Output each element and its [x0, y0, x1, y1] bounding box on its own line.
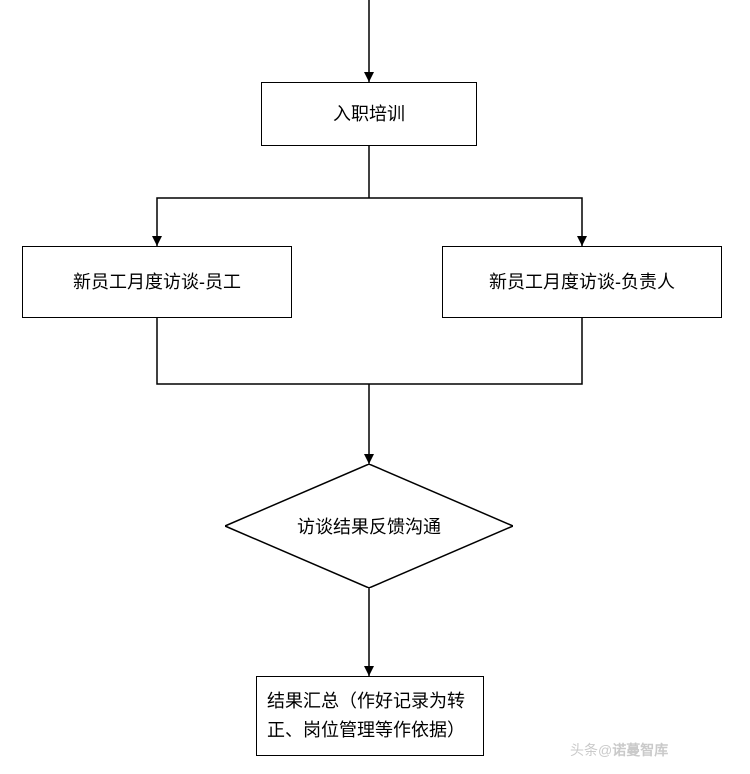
node-onboarding-training: 入职培训	[261, 82, 477, 146]
flowchart-canvas: 入职培训 新员工月度访谈-员工 新员工月度访谈-负责人 访谈结果反馈沟通 结果汇…	[0, 0, 750, 774]
node-label: 入职培训	[333, 100, 405, 129]
node-result-summary: 结果汇总（作好记录为转正、岗位管理等作依据）	[256, 676, 484, 756]
node-label: 新员工月度访谈-负责人	[489, 268, 675, 297]
node-label: 新员工月度访谈-员工	[73, 268, 241, 297]
node-label: 访谈结果反馈沟通	[297, 513, 441, 539]
node-interview-employee: 新员工月度访谈-员工	[22, 246, 292, 318]
node-feedback-communication: 访谈结果反馈沟通	[225, 464, 513, 588]
node-interview-manager: 新员工月度访谈-负责人	[442, 246, 722, 318]
watermark-prefix: 头条@	[570, 742, 612, 758]
node-label: 结果汇总（作好记录为转正、岗位管理等作依据）	[267, 687, 473, 745]
watermark-name: 诺蔓智库	[612, 742, 668, 758]
watermark-text: 头条@诺蔓智库	[570, 740, 668, 760]
